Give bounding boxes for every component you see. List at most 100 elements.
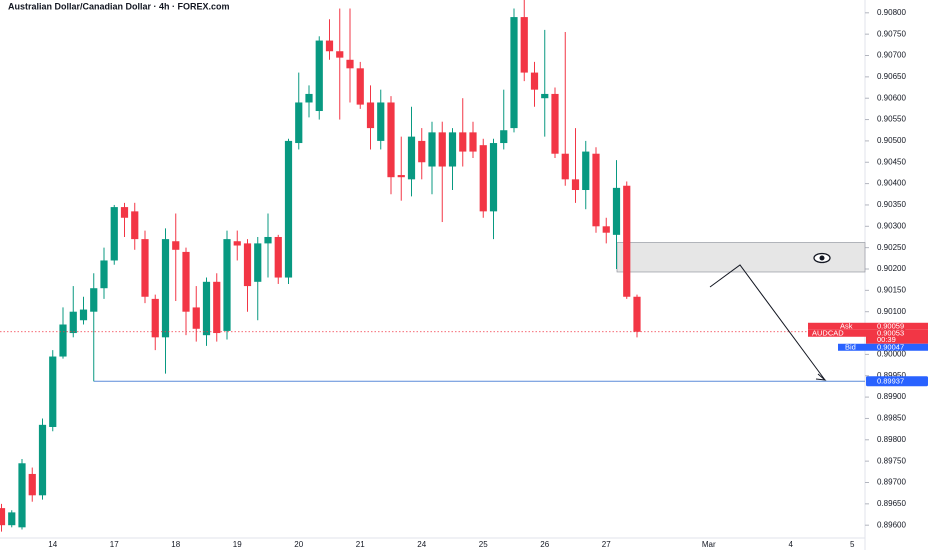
candle-body [377, 102, 385, 141]
y-tick-label: 0.90450 [877, 157, 906, 166]
ask-badge [808, 322, 866, 330]
candle-body [305, 93, 313, 103]
x-tick-label: 17 [110, 540, 119, 549]
candle-body [530, 72, 539, 90]
candle-body [520, 17, 528, 73]
candle-body [366, 102, 375, 129]
candle-body [582, 151, 590, 191]
candle-body [202, 281, 211, 336]
y-tick-label: 0.90250 [877, 243, 906, 252]
candle-body [295, 102, 303, 144]
y-tick-label: 0.90550 [877, 115, 906, 124]
candle-body [38, 424, 47, 496]
support-label: 0.89937 [877, 376, 904, 385]
y-tick-label: 0.90400 [877, 179, 906, 188]
candle-body [233, 241, 241, 246]
candle-body [489, 143, 498, 212]
candle-body [418, 140, 426, 163]
projection-arrow [709, 264, 826, 381]
candle-body [325, 40, 334, 52]
candle-body [346, 59, 354, 69]
y-tick-label: 0.89850 [877, 414, 906, 423]
x-tick-label: 26 [540, 540, 549, 549]
y-tick-label: 0.89750 [877, 456, 906, 465]
candle-body [172, 241, 180, 250]
support-badge [866, 376, 928, 387]
candle-body [161, 239, 170, 338]
countdown: 00:39 [877, 335, 896, 344]
bid-badge [838, 343, 866, 351]
eye-icon [813, 252, 831, 264]
candle-body [541, 93, 549, 99]
candle-body [223, 239, 231, 331]
candle-body [90, 288, 98, 312]
bid-price-badge [866, 343, 928, 351]
candle-body [69, 311, 77, 334]
chart-title: Australian Dollar/Canadian Dollar · 4h ·… [8, 1, 230, 11]
x-tick-label: 18 [171, 540, 180, 549]
arrow-head [815, 373, 827, 381]
x-tick-label: Mar [702, 540, 716, 549]
candle-body [100, 260, 108, 289]
bid-price: 0.90047 [877, 342, 904, 351]
candle-body [592, 153, 600, 227]
y-tick-label: 0.90600 [877, 93, 906, 102]
candle-body [141, 239, 149, 297]
y-tick-label: 0.90800 [877, 8, 906, 17]
candle-body [131, 211, 139, 240]
candle-body [120, 207, 129, 218]
candle-body [623, 185, 631, 297]
candle-body [479, 145, 487, 212]
ask-label: Ask [840, 321, 853, 330]
candle-body [254, 243, 262, 282]
candle-body [264, 236, 272, 244]
symbol-badge [808, 329, 866, 337]
ask-price-badge [866, 322, 928, 330]
x-tick-label: 21 [356, 540, 365, 549]
candle-body [0, 508, 6, 526]
y-tick-label: 0.90750 [877, 29, 906, 38]
candle-body [182, 251, 190, 312]
candle-body [397, 175, 405, 178]
y-tick-label: 0.90100 [877, 307, 906, 316]
x-tick-label: 24 [417, 540, 426, 549]
candle-body [213, 281, 221, 334]
y-tick-label: 0.90300 [877, 221, 906, 230]
symbol: AUDCAD [812, 328, 844, 337]
candle-body [18, 463, 26, 528]
candle-body [428, 132, 436, 167]
candle-body [387, 102, 395, 178]
x-tick-label: 14 [48, 540, 57, 549]
candle-body [59, 324, 67, 357]
x-tick-label: 5 [850, 540, 855, 549]
y-tick-label: 0.90700 [877, 51, 906, 60]
y-tick-label: 0.89700 [877, 478, 906, 487]
candle-body [561, 153, 569, 180]
x-tick-label: 4 [789, 540, 794, 549]
x-tick-label: 19 [233, 540, 242, 549]
bid-label: Bid [845, 342, 856, 351]
y-tick-label: 0.89800 [877, 435, 906, 444]
price-badge [866, 329, 928, 344]
y-tick-label: 0.90650 [877, 72, 906, 81]
x-tick-label: 20 [294, 540, 303, 549]
candle-body [284, 140, 293, 278]
y-tick-label: 0.90500 [877, 136, 906, 145]
y-tick-label: 0.90150 [877, 285, 906, 294]
candle-body [356, 68, 364, 105]
candle-body [551, 93, 559, 154]
candle-body [151, 298, 159, 338]
y-tick-label: 0.90200 [877, 264, 906, 273]
candle-body [274, 236, 282, 278]
candle-body [438, 132, 446, 167]
candle-body [49, 356, 57, 427]
candle-body [407, 136, 416, 180]
candle-body [192, 307, 200, 329]
candle-body [79, 309, 88, 321]
price: 0.90053 [877, 328, 904, 337]
candle-body [243, 243, 252, 287]
candle-body [500, 130, 508, 144]
